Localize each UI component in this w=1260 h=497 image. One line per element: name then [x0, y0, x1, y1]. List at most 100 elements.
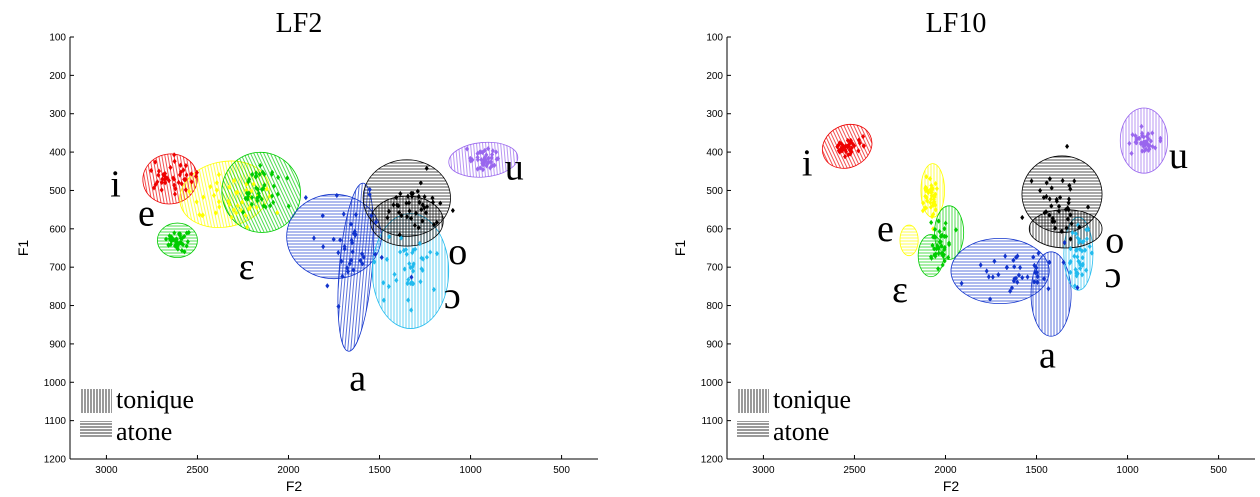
data-point	[213, 210, 218, 216]
y-tick-label: 1100	[44, 416, 66, 427]
data-point	[235, 202, 240, 209]
data-point	[231, 207, 236, 213]
data-point	[275, 209, 280, 216]
data-point	[418, 278, 423, 285]
data-point	[1035, 279, 1040, 286]
data-point	[360, 261, 365, 267]
data-point	[1080, 272, 1085, 278]
data-point	[1043, 209, 1049, 215]
data-point	[180, 235, 185, 242]
data-point	[936, 245, 941, 251]
data-point	[407, 208, 412, 214]
data-point	[166, 177, 171, 184]
data-point	[1038, 187, 1043, 194]
data-point	[417, 199, 422, 206]
data-point	[260, 169, 265, 175]
data-point	[978, 262, 983, 268]
data-point	[349, 257, 354, 263]
data-point	[1148, 138, 1153, 144]
data-point	[168, 164, 173, 171]
data-point	[153, 159, 158, 165]
data-point	[345, 265, 350, 271]
data-point	[932, 246, 937, 252]
y-axis-title: F1	[15, 240, 31, 257]
data-point	[943, 220, 948, 226]
data-point	[940, 262, 945, 268]
y-tick-label: 400	[706, 148, 723, 159]
data-point	[928, 175, 933, 182]
data-point	[359, 251, 365, 257]
data-point	[367, 191, 372, 198]
y-tick-label: 300	[49, 109, 66, 120]
data-point	[478, 149, 483, 155]
data-point	[490, 151, 495, 158]
data-point	[1073, 230, 1078, 237]
data-point	[1075, 284, 1080, 291]
data-point	[1020, 214, 1025, 221]
data-point	[1056, 208, 1062, 214]
data-point	[1060, 177, 1065, 184]
data-point	[942, 225, 947, 232]
vowel-label: ɔ	[1105, 254, 1122, 296]
y-tick-label: 100	[49, 33, 66, 44]
data-point	[253, 174, 258, 180]
data-point	[1147, 146, 1152, 152]
data-point	[187, 188, 192, 195]
data-point	[184, 172, 189, 178]
data-point	[171, 237, 176, 243]
data-point	[1065, 143, 1070, 150]
data-point	[465, 146, 470, 152]
data-point	[837, 140, 842, 146]
y-tick-label: 700	[49, 263, 66, 274]
y-tick-label: 500	[706, 186, 723, 197]
data-point	[406, 297, 411, 303]
data-point	[1008, 288, 1013, 294]
data-point	[1047, 176, 1052, 182]
data-point	[372, 259, 377, 265]
data-point	[276, 174, 281, 181]
data-point	[381, 297, 386, 303]
data-point	[214, 180, 219, 186]
y-tick-label: 400	[49, 148, 66, 159]
y-tick-label: 800	[706, 301, 723, 312]
vowel-label: a	[1039, 334, 1056, 376]
data-point	[495, 155, 501, 162]
data-point	[412, 222, 417, 229]
data-point	[941, 251, 946, 258]
data-point	[933, 253, 938, 259]
data-point	[930, 242, 935, 249]
data-point	[1047, 259, 1052, 266]
data-point	[936, 265, 941, 272]
data-point	[172, 182, 177, 188]
data-point	[351, 230, 357, 237]
vowel-label: i	[802, 143, 813, 185]
data-point	[1046, 286, 1051, 292]
data-point	[358, 257, 363, 264]
data-point	[1087, 243, 1092, 250]
data-point	[931, 211, 936, 217]
data-point	[1069, 220, 1074, 227]
data-point	[1127, 140, 1132, 147]
data-point	[478, 165, 483, 171]
data-point	[255, 198, 260, 204]
data-point	[1130, 132, 1135, 138]
vowel-label: o	[1105, 219, 1124, 261]
data-point	[928, 254, 934, 260]
data-point	[340, 273, 345, 280]
data-point	[270, 193, 275, 199]
y-tick-label: 200	[49, 71, 66, 82]
data-point	[1150, 130, 1155, 136]
data-point	[227, 201, 232, 208]
data-point	[1089, 250, 1094, 256]
data-point	[174, 236, 179, 242]
data-point	[420, 202, 425, 208]
data-point	[232, 177, 237, 184]
data-point	[264, 186, 269, 192]
data-point	[234, 210, 239, 216]
data-point	[229, 214, 234, 221]
data-point	[1053, 225, 1058, 231]
data-point	[420, 218, 425, 224]
data-point	[367, 186, 372, 193]
data-point	[268, 202, 273, 209]
